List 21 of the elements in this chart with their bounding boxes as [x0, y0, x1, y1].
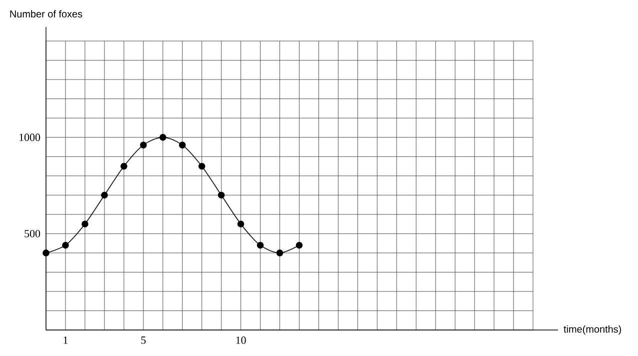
point	[62, 242, 69, 249]
point	[42, 250, 50, 256]
point	[218, 192, 225, 199]
y-tick-label: 500	[24, 230, 40, 238]
point	[120, 162, 128, 170]
point	[256, 242, 264, 249]
point	[178, 142, 186, 148]
point	[82, 220, 88, 228]
point	[159, 134, 166, 141]
point	[237, 220, 244, 228]
x-axis-title: time(months)	[564, 325, 622, 335]
x-tick-label: 1	[64, 336, 68, 344]
y-tick-label: 1000	[20, 134, 40, 142]
point	[296, 242, 303, 249]
x-tick-label: 10	[236, 336, 246, 344]
point	[101, 192, 108, 199]
x-tick-label: 5	[141, 336, 146, 344]
point	[198, 162, 206, 170]
point	[140, 142, 147, 148]
y-axis-title: Number of foxes	[10, 10, 82, 18]
point	[276, 250, 284, 256]
